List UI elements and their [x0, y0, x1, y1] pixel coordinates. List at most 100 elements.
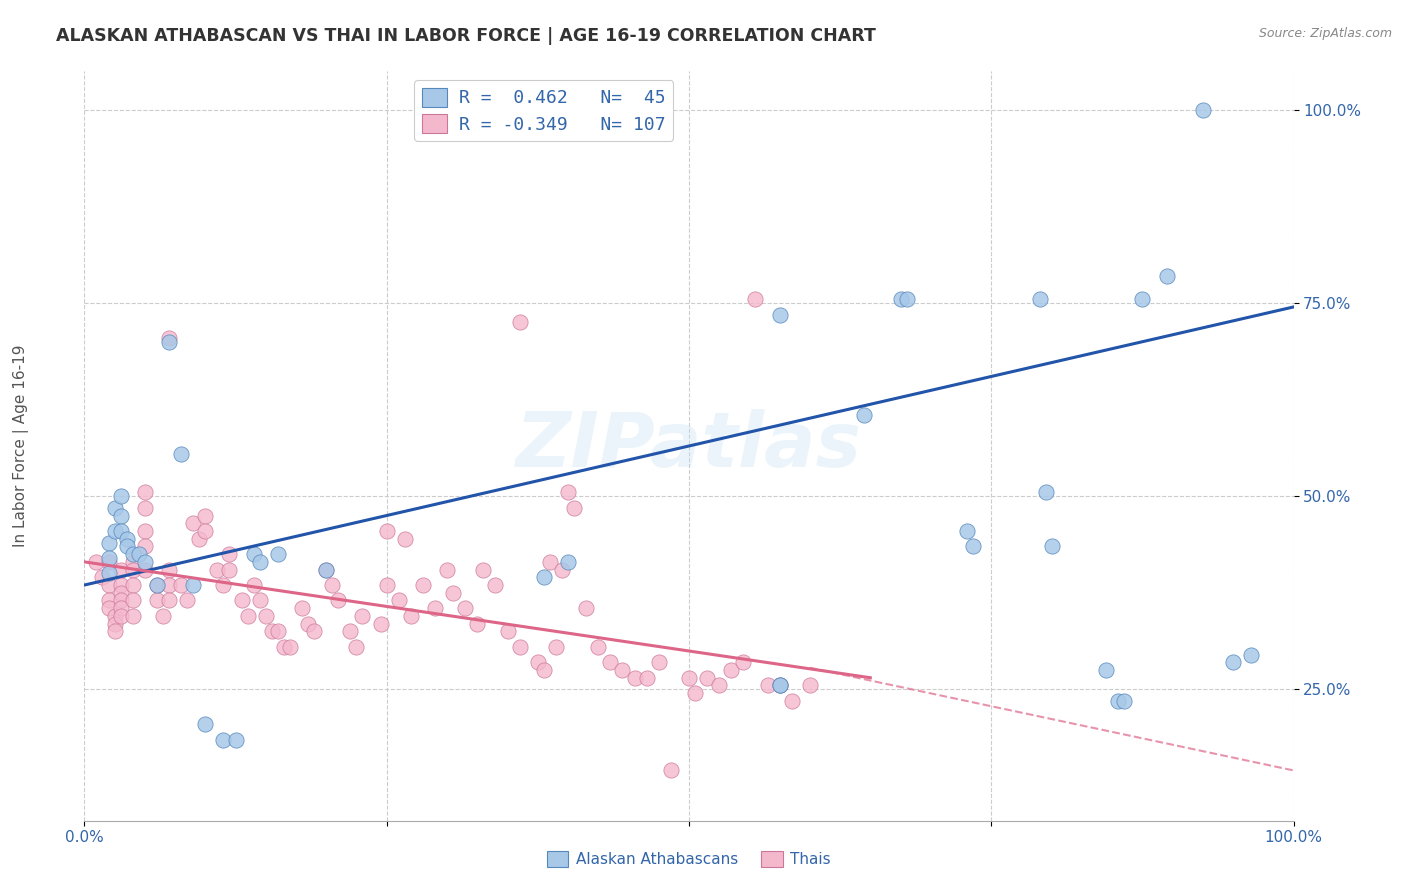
- Point: [962, 540, 984, 554]
- Point: [799, 678, 821, 692]
- Point: [157, 331, 180, 345]
- Point: [375, 524, 398, 538]
- Point: [291, 601, 314, 615]
- Point: [551, 563, 574, 577]
- Point: [267, 624, 290, 639]
- Point: [454, 601, 477, 615]
- Point: [134, 485, 156, 500]
- Point: [104, 609, 127, 624]
- Point: [557, 555, 579, 569]
- Point: [104, 524, 127, 538]
- Point: [1040, 540, 1063, 554]
- Point: [436, 563, 458, 577]
- Text: Source: ZipAtlas.com: Source: ZipAtlas.com: [1258, 27, 1392, 40]
- Point: [97, 566, 120, 581]
- Text: ALASKAN ATHABASCAN VS THAI IN LABOR FORCE | AGE 16-19 CORRELATION CHART: ALASKAN ATHABASCAN VS THAI IN LABOR FORC…: [56, 27, 876, 45]
- Point: [562, 500, 585, 515]
- Point: [315, 563, 337, 577]
- Text: In Labor Force | Age 16-19: In Labor Force | Age 16-19: [13, 344, 30, 548]
- Point: [388, 593, 411, 607]
- Point: [218, 563, 240, 577]
- Point: [599, 655, 621, 669]
- Point: [441, 586, 464, 600]
- Point: [104, 616, 127, 631]
- Point: [636, 671, 658, 685]
- Point: [467, 616, 489, 631]
- Point: [1132, 292, 1154, 306]
- Point: [181, 516, 204, 531]
- Point: [538, 555, 561, 569]
- Point: [412, 578, 434, 592]
- Point: [110, 524, 132, 538]
- Point: [194, 524, 217, 538]
- Point: [134, 524, 156, 538]
- Point: [399, 609, 422, 624]
- Point: [533, 663, 555, 677]
- Point: [1095, 663, 1118, 677]
- Point: [472, 563, 495, 577]
- Point: [86, 555, 108, 569]
- Point: [110, 578, 132, 592]
- Point: [254, 609, 277, 624]
- Point: [128, 547, 150, 561]
- Point: [756, 678, 779, 692]
- Point: [249, 555, 271, 569]
- Point: [346, 640, 368, 654]
- Point: [956, 524, 979, 538]
- Point: [1107, 694, 1129, 708]
- Point: [146, 578, 169, 592]
- Point: [121, 555, 143, 569]
- Point: [115, 540, 138, 554]
- Point: [744, 292, 766, 306]
- Point: [121, 563, 143, 577]
- Point: [678, 671, 700, 685]
- Point: [157, 578, 180, 592]
- Point: [509, 315, 531, 329]
- Point: [97, 551, 120, 566]
- Point: [352, 609, 374, 624]
- Point: [1192, 103, 1215, 117]
- Point: [302, 624, 325, 639]
- Point: [1028, 292, 1050, 306]
- Point: [110, 563, 132, 577]
- Point: [278, 640, 301, 654]
- Point: [733, 655, 755, 669]
- Point: [1114, 694, 1136, 708]
- Point: [249, 593, 271, 607]
- Point: [110, 609, 132, 624]
- Point: [212, 578, 235, 592]
- Point: [896, 292, 918, 306]
- Point: [97, 578, 120, 592]
- Point: [121, 578, 143, 592]
- Point: [484, 578, 506, 592]
- Point: [157, 593, 180, 607]
- Point: [97, 555, 120, 569]
- Point: [231, 593, 253, 607]
- Legend: R =  0.462   N=  45, R = -0.349   N= 107: R = 0.462 N= 45, R = -0.349 N= 107: [415, 80, 673, 141]
- Point: [110, 489, 132, 503]
- Point: [769, 678, 792, 692]
- Point: [509, 640, 531, 654]
- Point: [267, 547, 290, 561]
- Point: [575, 601, 598, 615]
- Point: [110, 586, 132, 600]
- Point: [170, 578, 193, 592]
- Point: [97, 535, 120, 549]
- Point: [423, 601, 446, 615]
- Point: [134, 555, 156, 569]
- Point: [188, 532, 211, 546]
- Point: [110, 508, 132, 523]
- Point: [659, 764, 682, 778]
- Point: [236, 609, 259, 624]
- Point: [623, 671, 645, 685]
- Point: [97, 601, 120, 615]
- Point: [157, 563, 180, 577]
- Point: [91, 570, 114, 584]
- Point: [110, 593, 132, 607]
- Point: [146, 593, 169, 607]
- Point: [218, 547, 240, 561]
- Point: [780, 694, 803, 708]
- Point: [134, 500, 156, 515]
- Point: [181, 578, 204, 592]
- Point: [527, 655, 550, 669]
